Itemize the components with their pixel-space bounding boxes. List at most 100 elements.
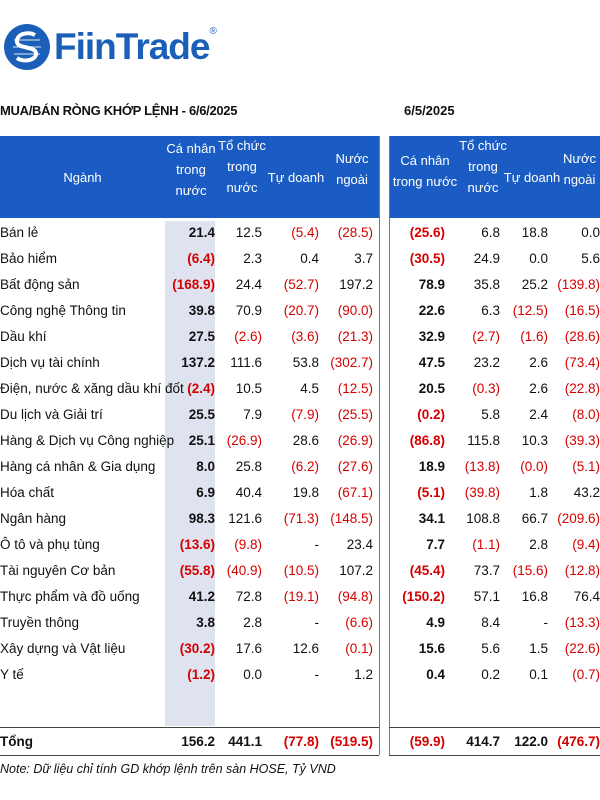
table-row: Thực phẩm và đồ uống 41.2 72.8 (19.1) (94.8): [0, 585, 379, 611]
header-proprietary-right: Tự doanh: [503, 170, 561, 185]
footnote: Note: Dữ liệu chỉ tính GD khớp lệnh trên…: [0, 762, 336, 776]
header-foreign: Nước ngoài: [335, 151, 369, 187]
cell-proprietary-right: 2.6: [529, 355, 548, 370]
sector-name: Tài nguyên Cơ bản: [0, 563, 116, 578]
cell-proprietary-right: 25.2: [521, 277, 548, 292]
sector-name: Thực phẩm và đồ uống: [0, 589, 140, 604]
table-row-right: 32.9 (2.7) (1.6) (28.6): [389, 325, 600, 351]
cell-foreign-right: 76.4: [573, 589, 600, 604]
cell-individual: (30.2): [179, 641, 215, 656]
cell-institution: 72.8: [235, 589, 262, 604]
sector-name: Hóa chất: [0, 485, 55, 500]
cell-foreign-right: (5.1): [572, 459, 600, 474]
cell-proprietary: (71.3): [283, 511, 319, 526]
cell-foreign-right: (73.4): [564, 355, 600, 370]
cell-individual: 3.8: [196, 615, 215, 630]
total-institution-right: 414.7: [466, 734, 500, 749]
table-row: Y tế (1.2) 0.0 - 1.2: [0, 663, 379, 689]
cell-proprietary: (10.5): [283, 563, 319, 578]
cell-institution-right: 35.8: [473, 277, 500, 292]
cell-individual: 41.2: [188, 589, 215, 604]
cell-proprietary: 4.5: [300, 381, 319, 396]
cell-individual: 98.3: [188, 511, 215, 526]
total-individual: 156.2: [181, 734, 215, 749]
cell-institution: 0.0: [243, 667, 262, 682]
cell-foreign: 3.7: [354, 251, 373, 266]
cell-institution-right: (13.8): [464, 459, 500, 474]
total-institution: 441.1: [228, 734, 262, 749]
cell-proprietary: (20.7): [283, 303, 319, 318]
cell-proprietary: 28.6: [292, 433, 319, 448]
cell-institution: (2.6): [234, 329, 262, 344]
header-proprietary: Tự doanh: [267, 170, 325, 185]
sector-name: Hàng & Dịch vụ Công nghiệp: [0, 433, 175, 448]
cell-individual-right: (5.1): [417, 485, 445, 500]
cell-individual-right: (86.8): [409, 433, 445, 448]
cell-individual-right: (0.2): [417, 407, 445, 422]
table-row-right: (25.6) 6.8 18.8 0.0: [389, 221, 600, 247]
cell-individual: 8.0: [196, 459, 215, 474]
cell-individual-right: 7.7: [426, 537, 445, 552]
cell-individual: (168.9): [172, 277, 215, 292]
cell-foreign-right: (22.8): [564, 381, 600, 396]
cell-individual-right: (30.5): [409, 251, 445, 266]
brand-reg-mark: ®: [209, 25, 217, 37]
header-institution: Tổ chức trong nước: [218, 138, 266, 195]
cell-foreign: (148.5): [330, 511, 373, 526]
table-row: Hàng & Dịch vụ Công nghiệp 25.1 (26.9) 28.6…: [0, 429, 379, 455]
cell-institution-right: (1.1): [472, 537, 500, 552]
right-table-header: Cá nhân trong nước Tổ chức trong nước Tự do…: [389, 136, 600, 218]
cell-foreign: 107.2: [339, 563, 373, 578]
table-row-right: (5.1) (39.8) 1.8 43.2: [389, 481, 600, 507]
cell-individual-right: 47.5: [418, 355, 445, 370]
cell-individual: 137.2: [181, 355, 215, 370]
table-row-right: (86.8) 115.8 10.3 (39.3): [389, 429, 600, 455]
cell-proprietary-right: (12.5): [512, 303, 548, 318]
cell-institution-right: (0.3): [472, 381, 500, 396]
cell-institution: (26.9): [226, 433, 262, 448]
cell-individual: (2.4): [187, 381, 215, 396]
cell-proprietary-right: 1.5: [529, 641, 548, 656]
total-individual-right: (59.9): [409, 734, 445, 749]
cell-institution-right: 73.7: [473, 563, 500, 578]
cell-institution: 17.6: [235, 641, 262, 656]
table-row-right: 78.9 35.8 25.2 (139.8): [389, 273, 600, 299]
cell-individual: 39.8: [188, 303, 215, 318]
sector-name: Bất động sản: [0, 277, 80, 292]
left-table-border: [379, 136, 380, 755]
cell-foreign: (94.8): [337, 589, 373, 604]
table-row: Tài nguyên Cơ bản (55.8) (40.9) (10.5) 107.2: [0, 559, 379, 585]
table-row-right: 7.7 (1.1) 2.8 (9.4): [389, 533, 600, 559]
cell-individual-right: (45.4): [409, 563, 445, 578]
fiintrade-logo: FiinTrade ®: [2, 22, 217, 72]
cell-individual: (1.2): [187, 667, 215, 682]
total-proprietary-right: 122.0: [514, 734, 548, 749]
cell-proprietary: (6.2): [291, 459, 319, 474]
fiintrade-s-icon: [4, 24, 50, 70]
cell-institution: (9.8): [234, 537, 262, 552]
cell-institution-right: 5.6: [481, 641, 500, 656]
cell-foreign-right: 0.0: [581, 225, 600, 240]
cell-proprietary-right: (1.6): [520, 329, 548, 344]
cell-individual-right: 4.9: [426, 615, 445, 630]
sector-name: Ngân hàng: [0, 511, 67, 526]
table-row-right: (0.2) 5.8 2.4 (8.0): [389, 403, 600, 429]
cell-foreign: (26.9): [337, 433, 373, 448]
cell-institution-right: 6.3: [481, 303, 500, 318]
cell-proprietary: (5.4): [291, 225, 319, 240]
bottom-border-right: [389, 755, 600, 756]
cell-individual-right: 34.1: [418, 511, 445, 526]
sector-name: Du lịch và Giải trí: [0, 407, 103, 422]
cell-individual-right: 20.5: [418, 381, 445, 396]
sector-name: Truyền thông: [0, 615, 80, 630]
table-row-right: 18.9 (13.8) (0.0) (5.1): [389, 455, 600, 481]
right-table-border: [389, 136, 390, 755]
cell-proprietary: 0.4: [300, 251, 319, 266]
cell-individual-right: 15.6: [418, 641, 445, 656]
cell-proprietary-right: 2.8: [529, 537, 548, 552]
cell-individual: 25.5: [188, 407, 215, 422]
sector-name: Điện, nước & xăng dầu khí đốt: [0, 381, 184, 396]
cell-institution: 121.6: [228, 511, 262, 526]
brand-name: FiinTrade: [54, 26, 210, 67]
cell-institution-right: 24.9: [473, 251, 500, 266]
